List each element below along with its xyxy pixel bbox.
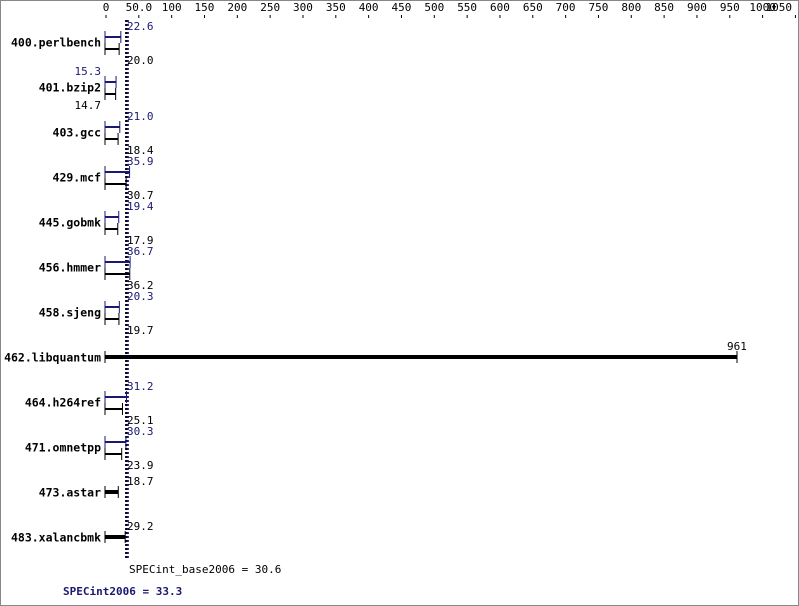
x-tick-label: 750 xyxy=(589,1,609,14)
value-label: 30.3 xyxy=(127,425,154,438)
value-label: 21.0 xyxy=(127,110,154,123)
category-label: 473.astar xyxy=(39,486,101,500)
category-label: 445.gobmk xyxy=(39,216,101,230)
category-label: 483.xalancbmk xyxy=(11,531,101,545)
category-label: 462.libquantum xyxy=(4,351,101,365)
bar xyxy=(105,261,131,263)
bar xyxy=(105,535,126,539)
category-label: 458.sjeng xyxy=(39,306,101,320)
bar xyxy=(105,306,120,308)
x-tick-label: 250 xyxy=(260,1,280,14)
bar xyxy=(105,408,123,410)
x-tick-label: 400 xyxy=(359,1,379,14)
x-tick-label: 50.0 xyxy=(126,1,153,14)
x-tick-label: 850 xyxy=(654,1,674,14)
bar xyxy=(105,273,130,275)
x-tick-label: 700 xyxy=(556,1,576,14)
x-tick-label: 150 xyxy=(195,1,215,14)
bar xyxy=(105,441,126,443)
bar xyxy=(105,216,119,218)
category-label: 401.bzip2 xyxy=(39,81,101,95)
value-label: 18.4 xyxy=(127,144,154,157)
bar xyxy=(105,138,119,140)
bar xyxy=(105,453,122,455)
x-tick-label: 200 xyxy=(227,1,247,14)
value-label: 30.7 xyxy=(127,189,154,202)
category-label: 471.omnetpp xyxy=(25,441,101,455)
bar xyxy=(105,126,120,128)
x-tick-label: 550 xyxy=(457,1,477,14)
x-tick-label: 500 xyxy=(424,1,444,14)
x-tick-label: 450 xyxy=(392,1,412,14)
category-label: 429.mcf xyxy=(53,171,102,185)
category-label: 403.gcc xyxy=(53,126,101,140)
bar xyxy=(105,228,118,230)
x-tick-label: 1000 xyxy=(749,1,776,14)
bar xyxy=(105,81,117,83)
bar xyxy=(105,396,127,398)
bar xyxy=(105,183,127,185)
value-label: 17.9 xyxy=(127,234,154,247)
value-label: 20.3 xyxy=(127,290,154,303)
bar xyxy=(105,490,119,494)
x-tick-label: 800 xyxy=(621,1,641,14)
value-label: 36.2 xyxy=(127,279,154,292)
value-label: 961 xyxy=(727,340,747,353)
value-label: 15.3 xyxy=(75,65,102,78)
bar xyxy=(105,355,737,359)
value-label: 31.2 xyxy=(127,380,154,393)
x-tick-label: 100 xyxy=(162,1,182,14)
value-label: 29.2 xyxy=(127,520,154,533)
value-label: 20.0 xyxy=(127,54,154,67)
summary-base: SPECint_base2006 = 30.6 xyxy=(129,563,281,576)
value-label: 14.7 xyxy=(75,99,102,112)
value-label: 36.7 xyxy=(127,245,154,258)
category-label: 464.h264ref xyxy=(25,396,101,410)
category-label: 400.perlbench xyxy=(11,36,101,50)
summary-peak: SPECint2006 = 33.3 xyxy=(63,585,182,598)
value-label: 19.7 xyxy=(127,324,154,337)
bar xyxy=(105,318,119,320)
bar xyxy=(105,36,121,38)
value-label: 25.1 xyxy=(127,414,154,427)
bar xyxy=(105,48,120,50)
x-tick-label: 1050 xyxy=(766,1,793,14)
x-tick-label: 300 xyxy=(293,1,313,14)
bar xyxy=(105,93,116,95)
value-label: 18.7 xyxy=(127,475,154,488)
x-tick-label: 950 xyxy=(720,1,740,14)
x-tick-label: 600 xyxy=(490,1,510,14)
x-tick-label: 650 xyxy=(523,1,543,14)
value-label: 35.9 xyxy=(127,155,154,168)
x-tick-label: 0 xyxy=(103,1,110,14)
value-label: 19.4 xyxy=(127,200,154,213)
x-tick-label: 900 xyxy=(687,1,707,14)
bar xyxy=(105,171,130,173)
value-label: 23.9 xyxy=(127,459,154,472)
value-label: 22.6 xyxy=(127,20,154,33)
category-label: 456.hmmer xyxy=(39,261,101,275)
x-tick-label: 350 xyxy=(326,1,346,14)
